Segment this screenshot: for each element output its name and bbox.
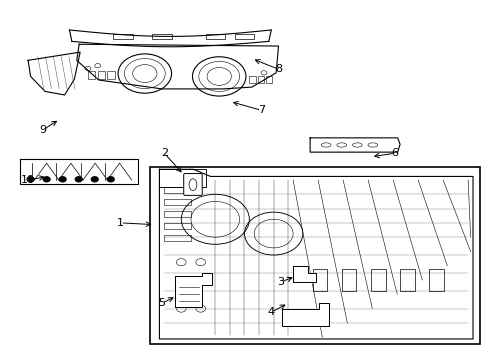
Bar xyxy=(164,199,191,205)
Bar xyxy=(234,34,254,39)
Text: 3: 3 xyxy=(277,277,284,287)
Circle shape xyxy=(107,177,114,182)
Circle shape xyxy=(59,177,66,182)
Text: 4: 4 xyxy=(267,307,274,317)
Bar xyxy=(164,211,191,217)
Bar xyxy=(249,76,255,83)
Bar xyxy=(428,269,443,291)
Bar xyxy=(149,167,479,344)
Text: 2: 2 xyxy=(161,148,167,158)
Bar xyxy=(205,34,224,39)
Circle shape xyxy=(91,177,98,182)
Bar xyxy=(399,269,414,291)
Text: 1: 1 xyxy=(117,218,124,228)
Bar xyxy=(257,76,264,83)
Bar xyxy=(88,71,95,79)
Text: 6: 6 xyxy=(391,148,398,158)
Polygon shape xyxy=(175,273,211,307)
Bar xyxy=(341,269,356,291)
Circle shape xyxy=(43,177,50,182)
FancyBboxPatch shape xyxy=(183,174,202,195)
Circle shape xyxy=(27,177,34,182)
Polygon shape xyxy=(292,266,316,282)
Text: 8: 8 xyxy=(274,64,282,74)
Polygon shape xyxy=(159,169,472,339)
Polygon shape xyxy=(20,158,137,184)
Polygon shape xyxy=(309,138,399,152)
Bar xyxy=(107,71,115,79)
Text: 7: 7 xyxy=(258,105,264,115)
Polygon shape xyxy=(28,52,80,95)
Bar xyxy=(312,269,326,291)
Bar xyxy=(98,71,105,79)
Text: 5: 5 xyxy=(158,298,165,308)
Polygon shape xyxy=(282,303,328,327)
Bar xyxy=(113,34,132,39)
Text: 9: 9 xyxy=(39,125,46,135)
Text: 10: 10 xyxy=(21,175,35,185)
Bar xyxy=(152,34,171,39)
Bar xyxy=(164,235,191,242)
Bar xyxy=(164,187,191,193)
Circle shape xyxy=(75,177,82,182)
Bar xyxy=(164,223,191,229)
Polygon shape xyxy=(77,44,278,89)
Bar xyxy=(265,76,272,83)
Bar xyxy=(370,269,385,291)
